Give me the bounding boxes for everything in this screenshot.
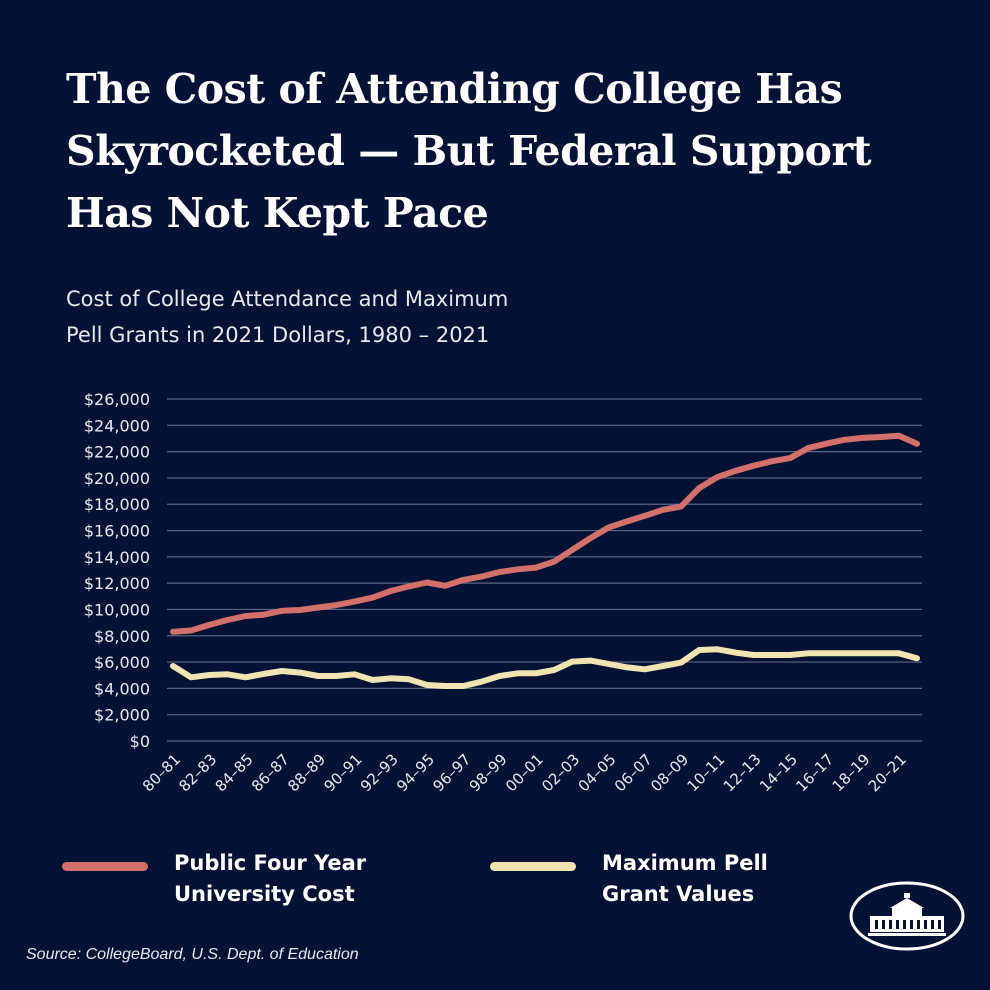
legend-item-public-cost: Public Four Year University Cost	[62, 848, 434, 910]
legend-swatch-public-cost	[62, 862, 148, 871]
chart-subtitle-line2: Pell Grants in 2021 Dollars, 1980 – 2021	[66, 323, 490, 347]
y-tick-label: $14,000	[84, 548, 150, 567]
chart-title: The Cost of Attending College Has Skyroc…	[66, 65, 872, 237]
x-tick-label: 86–87	[248, 750, 293, 795]
chart-subtitle-line1: Cost of College Attendance and Maximum	[66, 287, 509, 311]
x-tick-label: 96–97	[429, 750, 474, 795]
x-tick-label: 80–81	[139, 750, 184, 795]
y-tick-label: $22,000	[84, 443, 150, 462]
legend-label-public-cost: Public Four Year University Cost	[174, 851, 367, 906]
x-tick-label: 10–11	[683, 750, 728, 795]
y-tick-label: $6,000	[94, 653, 150, 672]
legend-swatch-pell	[490, 862, 576, 871]
y-tick-label: $26,000	[84, 390, 150, 409]
x-tick-label: 82–83	[175, 750, 220, 795]
x-tick-label: 98–99	[466, 750, 511, 795]
x-tick-label: 84–85	[212, 750, 257, 795]
x-tick-label: 94–95	[393, 750, 438, 795]
x-tick-label: 14–15	[756, 750, 801, 795]
y-tick-label: $18,000	[84, 495, 150, 514]
x-tick-label: 02–03	[538, 750, 583, 795]
y-tick-label: $10,000	[84, 600, 150, 619]
x-tick-label: 08–09	[647, 750, 692, 795]
series-line-pell	[170, 646, 920, 689]
y-tick-label: $20,000	[84, 469, 150, 488]
x-tick-label: 90–91	[321, 750, 366, 795]
x-tick-label: 06–07	[611, 750, 656, 795]
series-line-public-cost	[170, 432, 920, 635]
x-tick-label: 16–17	[792, 750, 837, 795]
x-tick-label: 12–13	[720, 750, 765, 795]
y-tick-label: $0	[130, 732, 150, 751]
y-tick-label: $8,000	[94, 627, 150, 646]
x-tick-label: 92–93	[357, 750, 402, 795]
x-tick-label: 04–05	[575, 750, 620, 795]
legend-item-pell: Maximum Pell Grant Values	[490, 848, 802, 910]
y-tick-label: $12,000	[84, 574, 150, 593]
y-tick-label: $16,000	[84, 522, 150, 541]
legend-label-pell: Maximum Pell Grant Values	[602, 851, 768, 906]
x-tick-label: 20–21	[865, 750, 910, 795]
y-tick-label: $24,000	[84, 416, 150, 435]
y-tick-label: $2,000	[94, 706, 150, 725]
source-note: Source: CollegeBoard, U.S. Dept. of Educ…	[26, 946, 359, 963]
x-tick-label: 88–89	[284, 750, 329, 795]
line-chart: $0 $2,000 $4,000 $6,000 $8,000 $10,000 $12,000…	[84, 390, 922, 795]
y-tick-label: $4,000	[94, 679, 150, 698]
white-house-logo-icon	[849, 881, 965, 951]
x-tick-label: 00–01	[502, 750, 547, 795]
x-tick-label: 18–19	[829, 750, 874, 795]
